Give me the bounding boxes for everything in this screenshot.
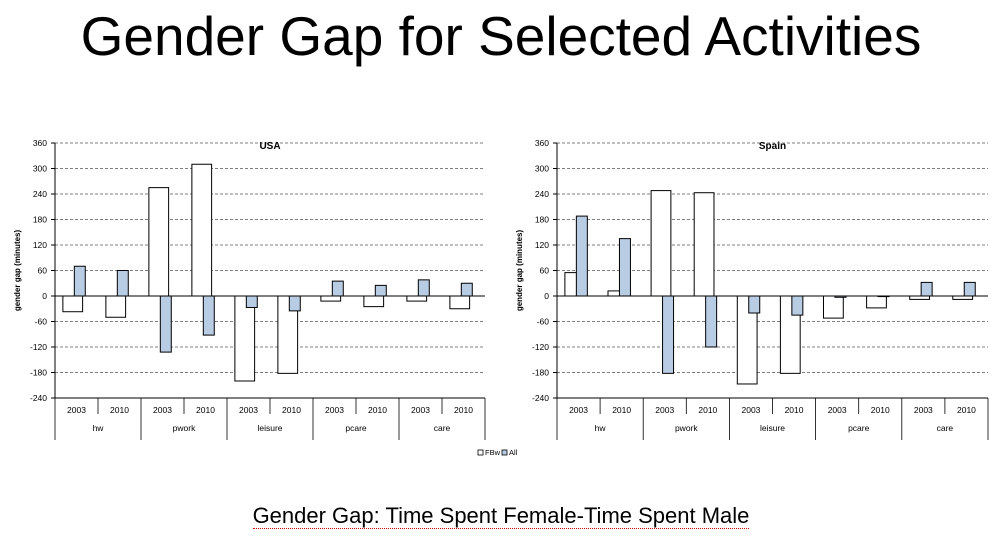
bar-all — [73, 265, 86, 297]
x-tick-label: 2003 — [569, 405, 588, 415]
x-tick-label: 2010 — [785, 405, 804, 415]
bar-fbw — [148, 187, 170, 297]
y-tick-label: -120 — [532, 342, 549, 352]
x-tick-label: 2003 — [67, 405, 86, 415]
y-tick-label: -180 — [532, 368, 549, 378]
bar-fbw — [234, 295, 256, 382]
y-tick-label: 240 — [33, 189, 47, 199]
bar-all — [963, 281, 976, 297]
y-tick-label: -60 — [35, 317, 48, 327]
legend-label-fbw: FBw — [485, 448, 501, 457]
x-group-label: hw — [93, 423, 105, 433]
bar-fbw — [449, 295, 471, 310]
y-tick-label: 120 — [535, 240, 549, 250]
x-tick-label: 2010 — [698, 405, 717, 415]
bar-fbw — [693, 192, 715, 297]
y-tick-label: -60 — [537, 317, 550, 327]
bar-fbw — [363, 295, 385, 308]
bar-all — [791, 295, 804, 316]
bar-fbw — [822, 295, 844, 319]
x-tick-label: 2003 — [153, 405, 172, 415]
y-tick-label: 180 — [33, 215, 47, 225]
x-tick-label: 2010 — [282, 405, 301, 415]
y-axis-label: gender gap (minutes) — [13, 229, 22, 311]
bar-fbw — [191, 163, 213, 297]
x-group-label: hw — [595, 423, 607, 433]
bar-fbw — [909, 295, 930, 300]
x-group-label: pcare — [345, 423, 367, 433]
y-tick-label: 360 — [33, 138, 47, 148]
x-tick-label: 2003 — [914, 405, 933, 415]
x-tick-label: 2010 — [957, 405, 976, 415]
y-tick-label: 60 — [38, 266, 48, 276]
x-tick-label: 2010 — [871, 405, 890, 415]
bar-all — [374, 284, 387, 297]
y-tick-label: 0 — [544, 291, 549, 301]
x-tick-label: 2010 — [454, 405, 473, 415]
bar-all — [288, 295, 301, 312]
bar-all — [662, 295, 675, 374]
bar-all — [618, 238, 631, 297]
x-group-label: pwork — [675, 423, 698, 433]
chart-title: USA — [259, 141, 280, 152]
x-tick-label: 2010 — [110, 405, 129, 415]
bar-fbw — [62, 295, 84, 313]
y-tick-label: -180 — [30, 368, 47, 378]
x-tick-label: 2010 — [612, 405, 631, 415]
x-tick-label: 2003 — [325, 405, 344, 415]
page-title: Gender Gap for Selected Activities — [80, 5, 922, 67]
bar-fbw — [866, 295, 887, 309]
bar-all — [575, 215, 588, 297]
x-group-label: pcare — [848, 423, 870, 433]
legend-label-all: All — [509, 448, 518, 457]
x-group-label: leisure — [760, 423, 785, 433]
y-tick-label: -240 — [532, 393, 549, 403]
bar-all — [116, 270, 129, 297]
x-tick-label: 2010 — [196, 405, 215, 415]
x-tick-label: 2010 — [368, 405, 387, 415]
bar-fbw — [650, 190, 672, 297]
x-group-label: leisure — [257, 423, 282, 433]
y-tick-label: 180 — [535, 215, 549, 225]
legend-swatch-all — [501, 449, 508, 456]
y-tick-label: -120 — [30, 342, 47, 352]
y-tick-label: 0 — [42, 291, 47, 301]
bar-fbw — [952, 295, 974, 300]
y-tick-label: 120 — [33, 240, 47, 250]
bar-all — [705, 295, 718, 348]
subtitle-text: Gender Gap: Time Spent Female-Time Spent… — [252, 503, 750, 529]
x-tick-label: 2003 — [655, 405, 674, 415]
bar-all — [331, 280, 344, 297]
y-tick-label: 300 — [33, 164, 47, 174]
x-tick-label: 2003 — [411, 405, 430, 415]
x-tick-label: 2003 — [239, 405, 258, 415]
bar-all — [417, 279, 430, 297]
bar-all — [202, 295, 215, 336]
bar-all — [159, 295, 172, 353]
chart-title: Spain — [759, 141, 786, 152]
page-subtitle: Gender Gap: Time Spent Female-Time Spent… — [0, 503, 1002, 529]
bar-fbw — [105, 295, 127, 318]
x-group-label: pwork — [173, 423, 196, 433]
bar-all — [245, 295, 258, 308]
x-group-label: care — [434, 423, 451, 433]
y-tick-label: -240 — [30, 393, 47, 403]
bar-fbw — [406, 295, 428, 302]
x-group-label: care — [937, 423, 954, 433]
bar-all — [460, 282, 473, 297]
y-axis-label: gender gap (minutes) — [515, 229, 524, 311]
y-tick-label: 300 — [535, 164, 549, 174]
legend-swatch-fbw — [477, 449, 484, 456]
bar-all — [748, 295, 761, 314]
y-tick-label: 60 — [540, 266, 550, 276]
y-tick-label: 240 — [535, 189, 549, 199]
y-tick-label: 360 — [535, 138, 549, 148]
x-tick-label: 2003 — [828, 405, 847, 415]
bar-all — [920, 281, 933, 297]
bar-fbw — [320, 295, 342, 302]
x-tick-label: 2003 — [741, 405, 760, 415]
